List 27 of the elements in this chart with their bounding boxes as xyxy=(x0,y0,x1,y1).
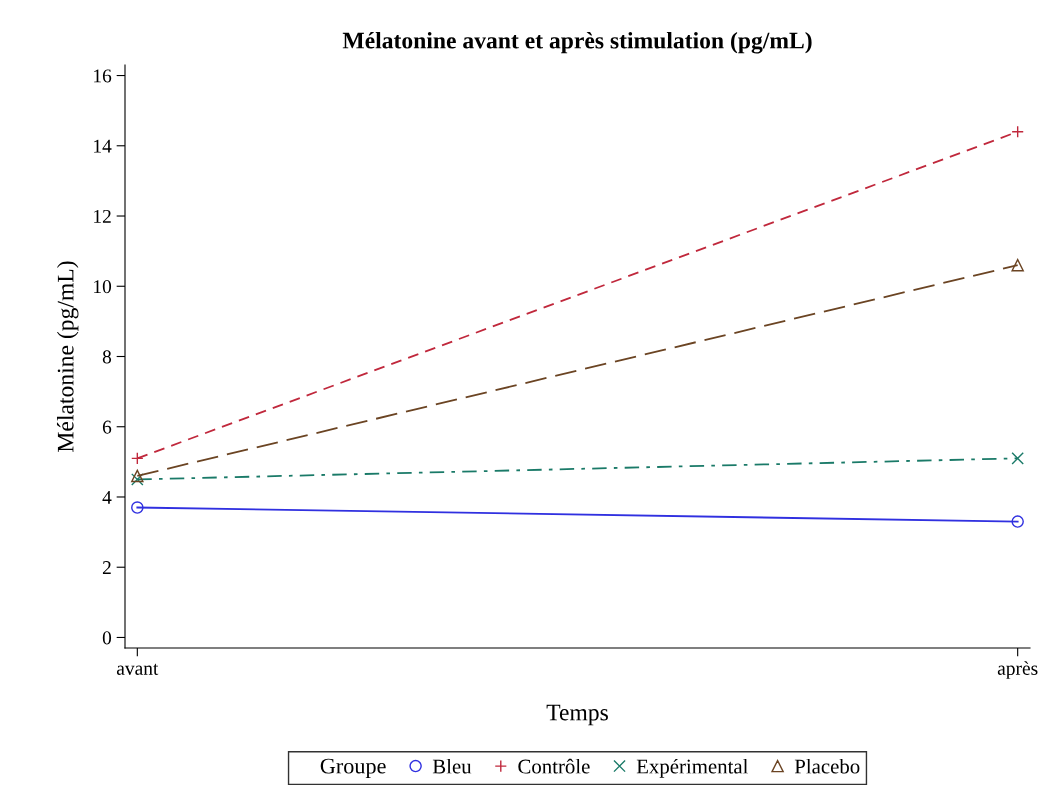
point xyxy=(1011,452,1024,465)
legend-title: Groupe xyxy=(320,758,386,779)
y-tick-label: 14 xyxy=(94,139,112,153)
legend-label: Placebo xyxy=(794,758,860,774)
y-axis-title: Mélatonine (pg/mL) xyxy=(56,261,79,452)
point xyxy=(1011,515,1024,528)
y-tick-label: 0 xyxy=(102,631,112,645)
y-tick-label: 10 xyxy=(94,280,112,294)
legend-label: Expérimental xyxy=(636,758,748,778)
x-tick-label: après xyxy=(997,661,1038,679)
point xyxy=(131,469,144,483)
x-axis-title: Temps xyxy=(546,704,608,726)
point xyxy=(131,501,144,514)
y-tick-label: 8 xyxy=(102,350,112,364)
y-tick-label: 16 xyxy=(94,69,112,83)
point xyxy=(131,473,144,486)
y-tick-label: 4 xyxy=(102,490,112,504)
y-tick-label: 2 xyxy=(102,561,111,574)
point xyxy=(131,452,144,465)
point xyxy=(1011,258,1024,272)
y-tick-label: 12 xyxy=(94,209,111,223)
x-tick-label: avant xyxy=(116,663,159,675)
point xyxy=(1011,125,1024,138)
legend-label: Contrôle xyxy=(518,758,590,774)
y-tick-label: 6 xyxy=(102,420,112,434)
legend-label: Bleu xyxy=(432,758,472,774)
chart-title: Mélatonine avant et après stimulation (pg/mL) xyxy=(342,31,812,54)
